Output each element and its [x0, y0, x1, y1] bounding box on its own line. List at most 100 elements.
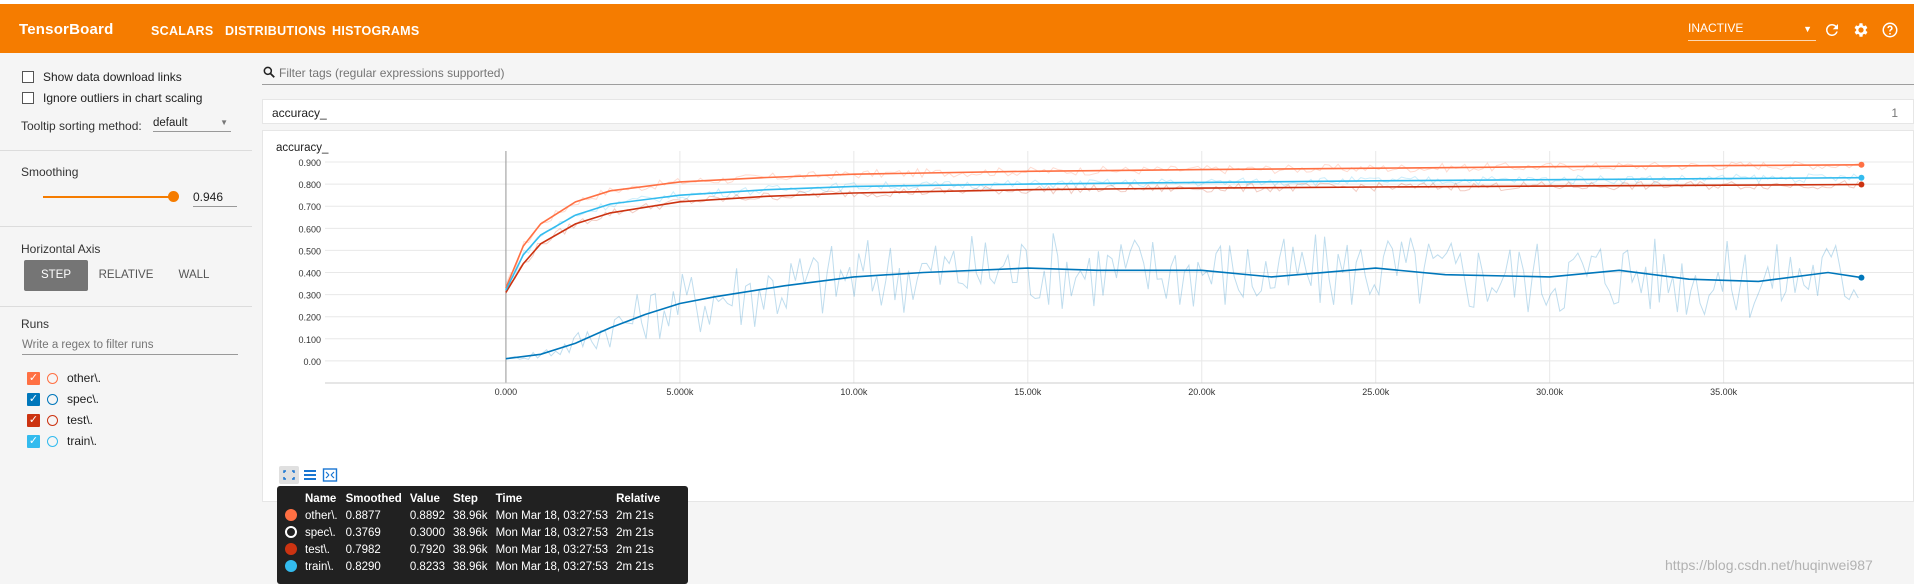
checkbox-box[interactable]	[22, 71, 34, 83]
smoothed-series-line	[505, 267, 1862, 360]
run-color-circle[interactable]	[47, 372, 58, 384]
run-row-test[interactable]: ✓ test\.	[27, 413, 93, 427]
tooltip-dot-cell	[285, 525, 305, 542]
x-tick-label: 30.00k	[1536, 387, 1564, 397]
help-icon[interactable]	[1881, 21, 1899, 39]
run-checkbox[interactable]: ✓	[27, 434, 40, 448]
tooltip-table: Name Smoothed Value Step Time Relative o…	[285, 493, 668, 576]
tooltip-sorting-select[interactable]: default ▼	[153, 117, 231, 132]
series-end-point	[1858, 174, 1865, 181]
tooltip-value: 0.7920	[409, 543, 446, 556]
ignore-outliers-label: Ignore outliers in chart scaling	[43, 91, 203, 105]
tooltip-value: 0.3000	[409, 526, 446, 539]
tooltip-header-step: Step	[453, 493, 478, 505]
tab-scalars[interactable]: SCALARS	[151, 24, 214, 55]
reset-zoom-button[interactable]	[322, 466, 340, 484]
x-tick-label: 15.00k	[1014, 387, 1042, 397]
y-tick-label: 0.300	[298, 291, 321, 301]
tooltip-smoothed: 0.8290	[345, 560, 381, 573]
tooltip-value: 0.8892	[409, 509, 446, 522]
axis-step-button[interactable]: STEP	[24, 260, 88, 291]
y-tick-label: 0.700	[298, 202, 321, 212]
series-end-point	[1858, 181, 1865, 188]
tooltip-step: 38.96k	[453, 526, 488, 539]
y-tick-label: 0.100	[298, 335, 321, 345]
tag-group-header[interactable]: accuracy_ 1	[262, 99, 1914, 124]
run-row-train[interactable]: ✓ train\.	[27, 434, 97, 448]
checkbox-box[interactable]	[22, 92, 34, 104]
run-color-circle[interactable]	[47, 414, 58, 426]
y-tick-label: 0.500	[298, 246, 321, 256]
chart-title: accuracy_	[276, 142, 329, 154]
run-name: spec\.	[67, 392, 100, 406]
tooltip-header-dot	[285, 493, 305, 508]
chevron-down-icon: ▼	[1803, 24, 1812, 34]
show-download-links-label: Show data download links	[43, 70, 182, 84]
tooltip-row: test\. 0.7982 0.7920 38.96k Mon Mar 18, …	[285, 542, 668, 559]
smoothing-input[interactable]: 0.946	[193, 190, 237, 207]
run-color-circle[interactable]	[47, 435, 58, 447]
run-row-spec[interactable]: ✓ spec\.	[27, 392, 99, 406]
tooltip-dot-cell	[285, 559, 305, 576]
raw-series-line	[505, 173, 1859, 290]
tooltip-step: 38.96k	[453, 543, 488, 556]
smoothed-series-line	[505, 176, 1862, 291]
tooltip-name: train\.	[305, 560, 334, 573]
tooltip-name: test\.	[305, 543, 330, 556]
axis-wall-button[interactable]: WALL	[178, 269, 210, 281]
show-download-links-checkbox[interactable]: Show data download links	[22, 70, 182, 84]
run-color-dot	[285, 526, 297, 539]
tab-distributions[interactable]: DISTRIBUTIONS	[225, 24, 327, 38]
divider	[0, 226, 252, 227]
x-tick-label: 35.00k	[1710, 387, 1738, 397]
smoothing-label: Smoothing	[21, 165, 79, 179]
tooltip-smoothed: 0.7982	[345, 543, 381, 556]
tag-group-title: accuracy_	[272, 106, 327, 120]
accuracy-chart[interactable]: 0.00 0.100 0.200 0.300 0.400 0.500 0.600 0.700 0…	[263, 131, 1914, 461]
smoothed-series-line	[505, 164, 1862, 289]
fit-screen-icon	[322, 468, 338, 482]
x-tick-label: 25.00k	[1362, 387, 1390, 397]
tooltip-header-smoothed: Smoothed	[345, 493, 402, 505]
toggle-log-scale-button[interactable]	[302, 466, 320, 484]
tag-filter-placeholder: Filter tags (regular expressions support…	[279, 66, 505, 80]
tooltip-header-relative: Relative	[616, 493, 661, 505]
run-name: other\.	[67, 371, 102, 385]
run-checkbox[interactable]: ✓	[27, 392, 40, 406]
tag-group-count: 1	[1891, 106, 1898, 120]
y-tick-label: 0.600	[298, 224, 321, 234]
run-checkbox[interactable]: ✓	[27, 413, 40, 427]
ignore-outliers-checkbox[interactable]: Ignore outliers in chart scaling	[22, 91, 202, 105]
gear-icon[interactable]	[1852, 21, 1870, 39]
chart-tooltip: Name Smoothed Value Step Time Relative o…	[277, 486, 688, 584]
watermark: https://blog.csdn.net/huqinwei987	[1665, 557, 1873, 573]
tooltip-dot-cell	[285, 508, 305, 525]
tooltip-step: 38.96k	[453, 509, 488, 522]
tooltip-header-time: Time	[495, 493, 523, 505]
expand-icon	[279, 466, 299, 484]
refresh-icon[interactable]	[1823, 21, 1841, 39]
tooltip-header-value: Value	[409, 493, 440, 505]
top-app-bar: TensorBoard SCALARS DISTRIBUTIONS HISTOG…	[0, 0, 1914, 55]
y-tick-label: 0.400	[298, 269, 321, 279]
tooltip-name: other\.	[305, 509, 338, 522]
run-row-other[interactable]: ✓ other\.	[27, 371, 101, 385]
run-color-dot	[285, 560, 297, 573]
smoothing-slider-thumb[interactable]	[168, 191, 179, 202]
run-color-dot	[285, 543, 297, 556]
run-color-circle[interactable]	[47, 393, 58, 405]
tooltip-row: other\. 0.8877 0.8892 38.96k Mon Mar 18,…	[285, 508, 668, 525]
runs-filter-input[interactable]: Write a regex to filter runs	[22, 339, 238, 355]
run-color-dot	[285, 509, 297, 522]
tooltip-sorting-label: Tooltip sorting method:	[21, 119, 142, 133]
fit-domain-button[interactable]	[279, 466, 299, 484]
plugin-select[interactable]: INACTIVE ▼	[1688, 21, 1816, 41]
smoothing-slider-track[interactable]	[43, 196, 173, 198]
tag-filter-input[interactable]: Filter tags (regular expressions support…	[262, 63, 1914, 85]
tooltip-smoothed: 0.3769	[345, 526, 381, 539]
axis-relative-button[interactable]: RELATIVE	[98, 269, 154, 281]
run-checkbox[interactable]: ✓	[27, 371, 40, 385]
tab-histograms[interactable]: HISTOGRAMS	[332, 24, 420, 38]
tooltip-header-name: Name	[305, 493, 337, 505]
y-tick-label: 0.800	[298, 180, 321, 190]
